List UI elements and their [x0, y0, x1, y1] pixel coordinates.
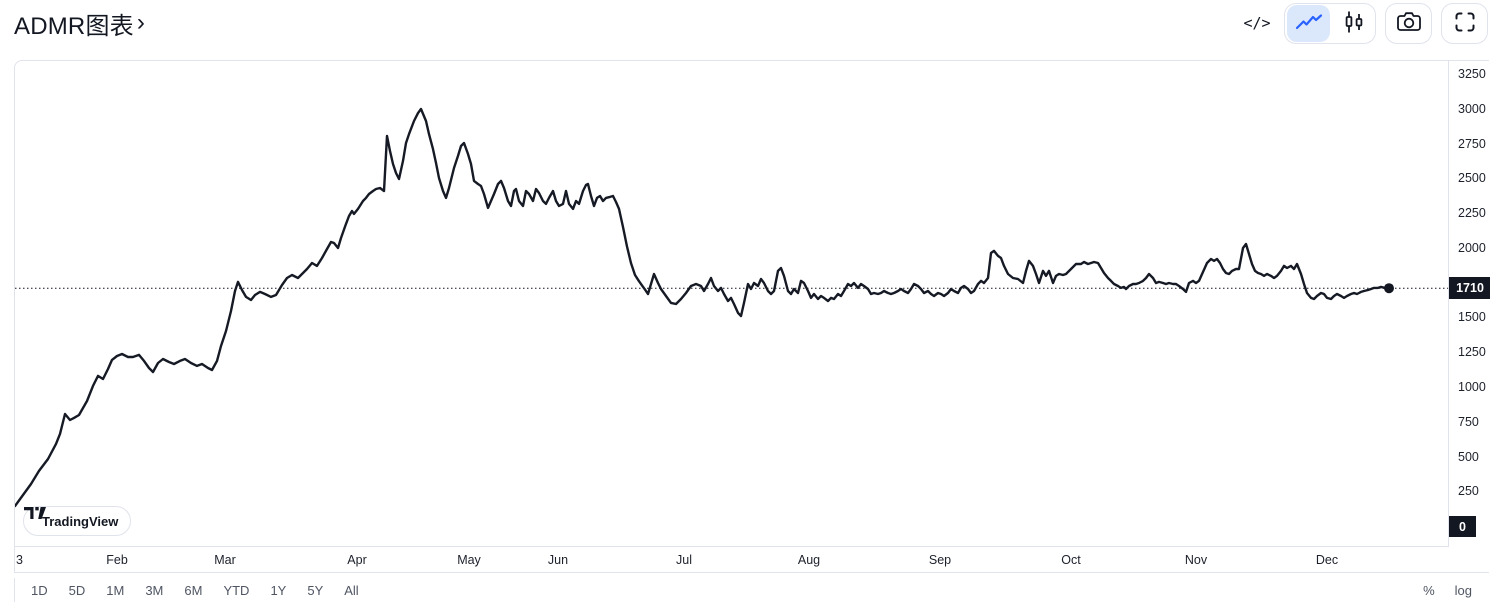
range-button-1m[interactable]: 1M: [98, 579, 132, 602]
scale-controls: % log: [1415, 579, 1490, 602]
x-tick-label: Sep: [928, 553, 952, 567]
date-range-buttons: 1D 5D 1M 3M 6M YTD 1Y 5Y All: [23, 579, 367, 602]
price-chart-svg: [15, 107, 1448, 508]
range-button-6m[interactable]: 6M: [176, 579, 210, 602]
y-tick-label: 1500: [1458, 310, 1486, 325]
price-chart-plot[interactable]: TradingView: [15, 61, 1448, 546]
y-tick-label: 2250: [1458, 206, 1486, 221]
x-tick-label: Aug: [797, 553, 821, 567]
range-button-1y[interactable]: 1Y: [262, 579, 294, 602]
chevron-right-icon: ›: [136, 8, 145, 36]
price-axis[interactable]: 1710 0 3250 3000 2750 2500 2250 2000 1500 1250 1…: [1448, 61, 1490, 546]
range-button-5y[interactable]: 5Y: [299, 579, 331, 602]
expand-corners-icon: [1453, 10, 1477, 37]
candlestick-chart-icon: [1341, 9, 1367, 38]
log-scale-button[interactable]: log: [1447, 579, 1480, 602]
range-button-1d[interactable]: 1D: [23, 579, 56, 602]
x-tick-label: Mar: [214, 553, 236, 567]
y-tick-label: 1250: [1458, 345, 1486, 360]
line-style-button[interactable]: [1287, 4, 1330, 42]
line-chart-icon: [1295, 12, 1323, 35]
y-tick-label: 1000: [1458, 379, 1486, 394]
y-tick-label: 2500: [1458, 171, 1486, 186]
bottom-toolbar: 1D 5D 1M 3M 6M YTD 1Y 5Y All % log: [14, 573, 1490, 607]
range-button-3m[interactable]: 3M: [137, 579, 171, 602]
range-button-all[interactable]: All: [336, 579, 366, 602]
zero-level-badge: 0: [1449, 516, 1476, 537]
y-tick-label: 750: [1458, 414, 1479, 429]
camera-icon: [1396, 10, 1422, 37]
last-price-dot: [1384, 283, 1394, 294]
header-actions: </>: [1239, 2, 1488, 44]
x-tick-label: May: [457, 553, 481, 567]
tradingview-label: TradingView: [42, 513, 119, 529]
percent-scale-button[interactable]: %: [1415, 579, 1443, 602]
snapshot-button[interactable]: [1385, 2, 1432, 44]
x-tick-label: Apr: [347, 553, 367, 567]
x-tick-label: Nov: [1184, 553, 1208, 567]
code-angle-brackets-icon: </>: [1243, 14, 1271, 32]
y-tick-label: 500: [1458, 449, 1479, 464]
y-tick-label: 3000: [1458, 101, 1486, 116]
x-tick-label: Oct: [1061, 553, 1081, 567]
toolbar-divider: [14, 578, 15, 602]
range-button-5d[interactable]: 5D: [61, 579, 94, 602]
time-axis[interactable]: 3 Feb Mar Apr May Jun Jul Aug Sep Oct Nov Dec: [15, 546, 1490, 573]
last-price-badge: 1710: [1449, 277, 1490, 299]
embed-code-button[interactable]: </>: [1239, 2, 1275, 44]
candle-style-button[interactable]: [1332, 5, 1375, 42]
tradingview-attribution-link[interactable]: TradingView: [23, 506, 132, 536]
x-tick-label: Dec: [1315, 553, 1339, 567]
y-tick-label: 3250: [1458, 67, 1486, 81]
fullscreen-button[interactable]: [1441, 2, 1488, 44]
chart-header: ADMR图表 › </>: [0, 0, 1490, 46]
x-tick-label: Jul: [676, 553, 692, 567]
page-title: ADMR图表: [14, 13, 134, 40]
price-line-path: [15, 107, 1391, 508]
x-tick-label: Jun: [547, 553, 569, 567]
chart-style-toggle: [1284, 2, 1376, 44]
range-button-ytd[interactable]: YTD: [215, 579, 257, 602]
x-tick-label: 3: [16, 553, 23, 567]
y-tick-label: 2000: [1458, 240, 1486, 255]
y-tick-label: 250: [1458, 484, 1479, 499]
time-axis-border: [15, 546, 1449, 547]
chart-widget: TradingView 1710 0 3250 3000 2750 2500 2250 2…: [14, 60, 1490, 573]
y-tick-label: 2750: [1458, 136, 1486, 151]
symbol-title-link[interactable]: ADMR图表 ›: [14, 6, 145, 41]
x-tick-label: Feb: [106, 553, 128, 567]
